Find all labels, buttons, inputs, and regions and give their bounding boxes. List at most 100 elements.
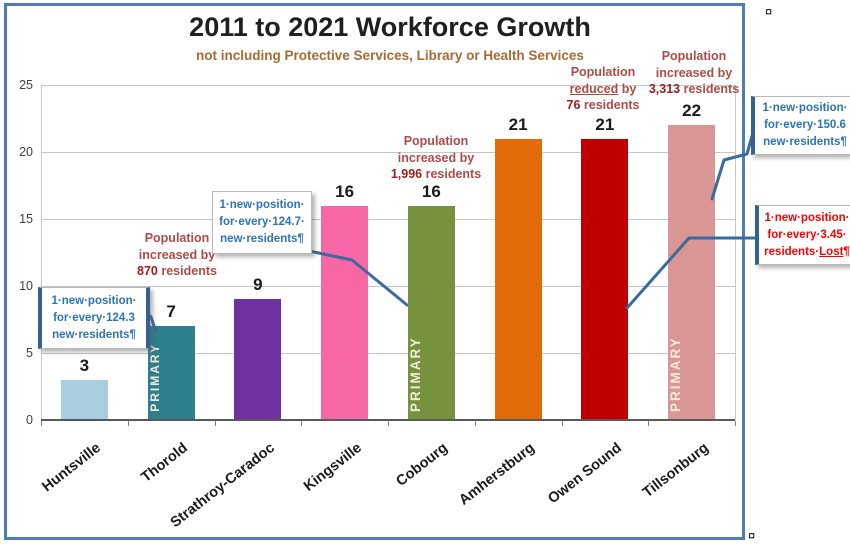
primary-label: PRIMARY xyxy=(668,336,684,412)
annotation-line: Population xyxy=(107,230,247,247)
gridline xyxy=(41,352,735,354)
x-axis-tick xyxy=(561,421,563,426)
word-end-of-cell-marker-bottom: ¤ xyxy=(748,528,756,543)
callout-line: for·every·150.6 xyxy=(755,117,850,134)
annotation-line: Population xyxy=(533,64,673,81)
text-segment: Population xyxy=(403,134,469,148)
callout-line: for·every·3.45· xyxy=(759,227,850,244)
annotation-line: increased by xyxy=(107,247,247,264)
text-segment: for·every·124.3 xyxy=(53,311,135,324)
text-segment: increased by xyxy=(655,65,733,80)
chart-title: 2011 to 2021 Workforce Growth xyxy=(189,12,591,42)
bar-owen-sound[interactable] xyxy=(581,138,629,420)
text-segment: residents· xyxy=(764,245,820,258)
y-axis-tick-label: 10 xyxy=(19,279,33,293)
bar-value-label: 9 xyxy=(253,275,263,295)
y-axis-tick-label: 25 xyxy=(19,78,33,92)
text-segment: 870 xyxy=(137,264,158,278)
primary-label: PRIMARY xyxy=(147,343,162,412)
plot-border-left xyxy=(41,85,42,420)
text-segment: 1·new·position· xyxy=(764,211,850,224)
x-axis-tick xyxy=(388,421,389,426)
text-segment: for·every·124.7· xyxy=(219,216,305,228)
text-segment: new·residents¶ xyxy=(763,136,847,148)
x-axis-tick xyxy=(214,421,216,426)
text-segment: Population xyxy=(144,231,210,245)
y-axis-tick-label: 5 xyxy=(26,346,33,360)
annotation-line: reduced by xyxy=(533,81,673,98)
callout-line: 1·new·position· xyxy=(755,100,850,117)
callout-line: new·residents¶ xyxy=(42,327,146,344)
gridline xyxy=(41,84,735,86)
bar-cobourg[interactable]: PRIMARY xyxy=(407,205,455,420)
x-axis-tick xyxy=(735,421,736,426)
text-segment: 1,996 xyxy=(390,167,423,181)
text-segment: Lost xyxy=(819,245,844,258)
annotation-line: 3,313 residents xyxy=(624,81,764,98)
text-segment: residents xyxy=(580,98,640,112)
text-segment: by xyxy=(618,81,637,96)
annotation-line: Population xyxy=(366,133,506,150)
bar-huntsville[interactable] xyxy=(60,379,108,420)
text-segment: residents xyxy=(157,264,217,278)
x-axis-tick xyxy=(127,421,129,426)
x-axis-line xyxy=(41,419,735,421)
y-axis-tick-label: 0 xyxy=(26,413,33,427)
callout-line: 1·new·position· xyxy=(213,197,311,214)
y-axis-tick-label: 20 xyxy=(19,145,33,159)
x-axis-tick xyxy=(41,421,42,426)
callout-line: new·residents¶ xyxy=(755,134,850,151)
annotation-cobourg: Population increased by 1,996 residents xyxy=(366,133,506,183)
text-segment: Population xyxy=(570,65,636,79)
callout-line: residents·Lost¶ xyxy=(759,244,850,261)
bar-value-label: 16 xyxy=(335,181,355,201)
word-end-of-cell-marker-top: ¤ xyxy=(765,4,773,19)
gridline xyxy=(41,151,735,153)
callout-thorold[interactable]: 1·new·position· for·every·124.3 new·reside… xyxy=(38,287,150,349)
bar-amherstburg[interactable] xyxy=(494,138,542,420)
text-segment: 1·new·position· xyxy=(51,294,137,307)
text-segment: residents xyxy=(680,82,740,96)
text-segment: new·residents¶ xyxy=(52,328,136,341)
bar-strathroy-caradoc[interactable] xyxy=(234,299,282,420)
text-segment: increased by xyxy=(138,247,216,262)
text-segment: reduced xyxy=(569,81,619,96)
bar-value-label: 3 xyxy=(79,355,90,375)
text-segment: 1·new·position· xyxy=(762,102,848,114)
callout-line: 1·new·position· xyxy=(42,293,146,310)
x-axis-tick xyxy=(474,421,476,426)
callout-owen-sound[interactable]: 1·new·position· for·every·3.45· residents·… xyxy=(755,205,850,265)
text-segment: Population xyxy=(661,49,727,63)
annotation-thorold: Population increased by 870 residents xyxy=(107,230,247,280)
text-segment: increased by xyxy=(397,150,475,165)
annotation-line: increased by xyxy=(366,150,506,167)
text-segment: 76 xyxy=(566,98,581,112)
annotation-line: 76 residents xyxy=(533,97,673,114)
callout-tillsonburg[interactable]: 1·new·position· for·every·150.6 new·reside… xyxy=(751,96,850,155)
callout-line: 1·new·position· xyxy=(759,210,850,227)
bar-value-label: 21 xyxy=(595,114,615,134)
text-segment: residents xyxy=(422,167,482,181)
y-axis-tick-label: 15 xyxy=(19,212,33,226)
bar-value-label: 16 xyxy=(421,181,441,201)
annotation-line: increased by xyxy=(624,65,764,82)
bar-value-label: 7 xyxy=(166,302,176,322)
chart-subtitle: not including Protective Services, Libra… xyxy=(196,48,584,63)
callout-line: for·every·124.7· xyxy=(213,214,311,231)
text-segment: 3,313 xyxy=(648,82,681,96)
bar-tillsonburg[interactable]: PRIMARY xyxy=(668,125,716,420)
bar-kingsville[interactable] xyxy=(321,205,369,420)
callout-cobourg[interactable]: 1·new·position· for·every·124.7· new·resid… xyxy=(212,191,312,254)
bar-thorold[interactable]: PRIMARY xyxy=(147,326,195,420)
annotation-line: Population xyxy=(624,48,764,65)
primary-label: PRIMARY xyxy=(407,336,423,412)
x-axis-tick xyxy=(648,421,650,426)
text-segment: for·every·150.6 xyxy=(764,119,846,131)
text-segment: 1·new·position· xyxy=(219,199,305,211)
annotation-tillsonburg: Population increased by 3,313 residents xyxy=(624,48,764,98)
annotation-owen-sound: Population reduced by 76 residents xyxy=(533,64,673,114)
gridline xyxy=(41,218,735,220)
callout-line: new·residents¶ xyxy=(213,231,311,248)
text-segment: new·residents¶ xyxy=(220,233,304,245)
